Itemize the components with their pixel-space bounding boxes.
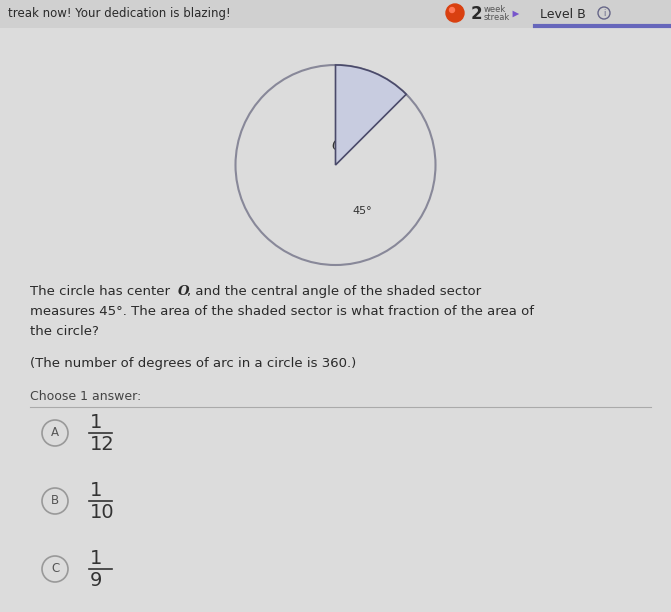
Text: 9: 9 bbox=[90, 572, 103, 591]
Text: B: B bbox=[51, 494, 59, 507]
Text: 1: 1 bbox=[90, 482, 103, 501]
Text: 10: 10 bbox=[90, 504, 115, 523]
Text: streak: streak bbox=[484, 13, 510, 23]
Text: Level B: Level B bbox=[540, 7, 586, 20]
Text: measures 45°. The area of the shaded sector is what fraction of the area of: measures 45°. The area of the shaded sec… bbox=[30, 305, 534, 318]
Text: (The number of degrees of arc in a circle is 360.): (The number of degrees of arc in a circl… bbox=[30, 357, 356, 370]
Text: O: O bbox=[178, 285, 189, 298]
Text: O: O bbox=[332, 139, 343, 153]
Text: 1: 1 bbox=[90, 414, 103, 433]
Text: The circle has center: The circle has center bbox=[30, 285, 174, 298]
Text: C: C bbox=[51, 562, 59, 575]
Wedge shape bbox=[336, 65, 406, 165]
FancyBboxPatch shape bbox=[0, 0, 671, 28]
Text: 12: 12 bbox=[90, 436, 115, 455]
Text: treak now! Your dedication is blazing!: treak now! Your dedication is blazing! bbox=[8, 7, 231, 20]
Text: the circle?: the circle? bbox=[30, 325, 99, 338]
Text: week: week bbox=[484, 6, 506, 15]
Text: , and the central angle of the shaded sector: , and the central angle of the shaded se… bbox=[187, 285, 481, 298]
Text: 1: 1 bbox=[90, 550, 103, 569]
Text: i: i bbox=[603, 9, 605, 18]
Circle shape bbox=[446, 4, 464, 22]
Text: Choose 1 answer:: Choose 1 answer: bbox=[30, 390, 142, 403]
Text: 45°: 45° bbox=[353, 206, 372, 216]
Text: 2: 2 bbox=[471, 5, 482, 23]
Circle shape bbox=[450, 7, 454, 12]
Text: A: A bbox=[51, 427, 59, 439]
